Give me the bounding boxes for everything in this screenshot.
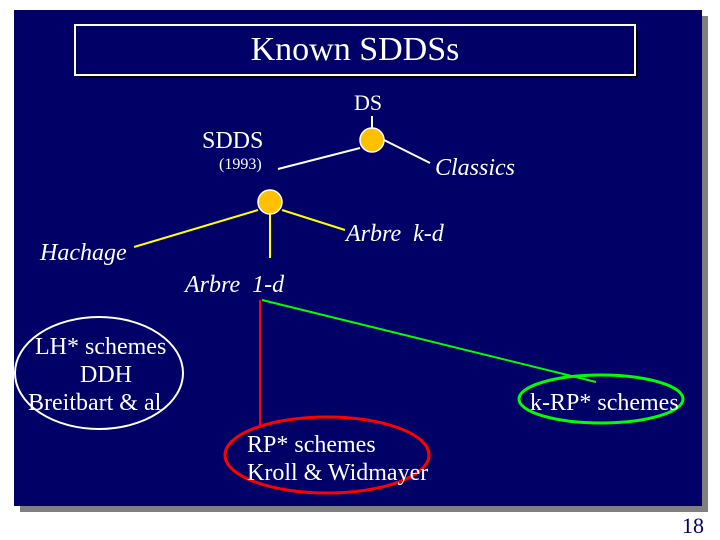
slide-number: 18 — [682, 513, 704, 539]
label-arbre-1d: Arbre 1-d — [185, 272, 284, 299]
label-hachage: Hachage — [40, 240, 127, 267]
label-krp: k-RP* schemes — [530, 390, 679, 417]
title-box: Known SDDSs — [74, 24, 636, 76]
label-rp: RP* schemes — [247, 432, 376, 459]
label-year: (1993) — [219, 156, 262, 174]
label-sdds: SDDS — [202, 128, 263, 155]
label-kroll: Kroll & Widmayer — [247, 460, 428, 487]
title-text: Known SDDSs — [251, 31, 460, 69]
page: Known SDDSs DS SDDS (1993) Classics Arbr… — [0, 0, 720, 540]
label-arbre-kd: Arbre k-d — [346, 221, 444, 248]
label-lh-schemes: LH* schemes — [35, 334, 166, 361]
label-breitbart: Breitbart & al — [28, 390, 161, 417]
label-ddh: DDH — [80, 362, 132, 389]
label-classics: Classics — [435, 155, 515, 182]
label-ds: DS — [354, 90, 382, 116]
